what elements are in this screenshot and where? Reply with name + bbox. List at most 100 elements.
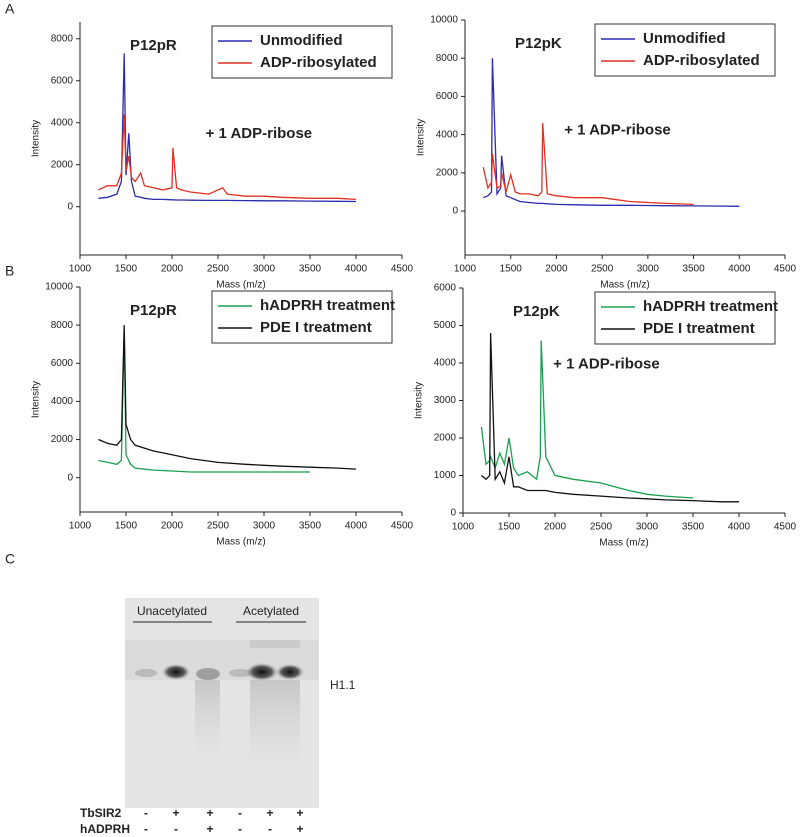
- chart-title: P12pR: [130, 302, 177, 319]
- legend-label: hADPRH treatment: [643, 298, 778, 315]
- panel-label: A: [5, 1, 15, 17]
- legend-label: ADP-ribosylated: [643, 52, 760, 69]
- y-tick-label: 2000: [436, 167, 459, 178]
- x-tick-label: 3500: [682, 522, 705, 533]
- x-axis-label: Mass (m/z): [216, 537, 265, 548]
- lane-sign: +: [172, 806, 179, 820]
- legend-box: [594, 23, 776, 77]
- y-tick-label: 6000: [51, 358, 74, 369]
- y-tick-label: 6000: [436, 91, 459, 102]
- x-tick-label: 4000: [345, 264, 368, 275]
- x-axis-label: Mass (m/z): [599, 538, 648, 549]
- x-tick-label: 4000: [728, 264, 751, 275]
- y-tick-label: 8000: [51, 320, 74, 331]
- series-line: [98, 53, 357, 203]
- x-axis-label: Mass (m/z): [600, 280, 649, 291]
- series-line: [480, 332, 739, 503]
- series-line: [482, 123, 694, 206]
- y-tick-label: 2000: [51, 434, 74, 445]
- chart-title: P12pK: [515, 35, 562, 52]
- y-tick-label: 4000: [51, 396, 74, 407]
- row-label: TbSIR2: [80, 806, 122, 820]
- x-tick-label: 3500: [299, 264, 322, 275]
- series-line: [98, 328, 310, 473]
- legend-label: ADP-ribosylated: [260, 54, 377, 71]
- y-axis-label: Intensity: [31, 120, 42, 157]
- panel-label: B: [5, 263, 14, 279]
- annotation: + 1 ADP-ribose: [553, 355, 660, 372]
- group-label: Unacetylated: [137, 604, 207, 618]
- x-tick-label: 2000: [544, 522, 567, 533]
- y-tick-label: 6000: [51, 75, 74, 86]
- y-tick-label: 0: [67, 201, 73, 212]
- x-tick-label: 1000: [454, 264, 477, 275]
- x-tick-label: 3000: [253, 264, 276, 275]
- x-tick-label: 4500: [391, 264, 414, 275]
- x-tick-label: 1000: [69, 521, 92, 532]
- series-line: [480, 340, 694, 499]
- x-tick-label: 2500: [591, 264, 614, 275]
- x-tick-label: 4500: [391, 521, 414, 532]
- series-line: [483, 58, 740, 207]
- y-tick-label: 0: [452, 206, 458, 217]
- y-tick-label: 4000: [434, 358, 457, 369]
- x-tick-label: 4500: [774, 264, 797, 275]
- x-tick-label: 2000: [161, 521, 184, 532]
- chart-title: P12pR: [130, 37, 177, 54]
- x-tick-label: 1500: [115, 264, 138, 275]
- legend-box: [211, 290, 393, 344]
- gel-image: [125, 598, 319, 808]
- x-tick-label: 3000: [253, 521, 276, 532]
- x-tick-label: 3000: [637, 264, 660, 275]
- y-tick-label: 0: [67, 472, 73, 483]
- x-tick-label: 2500: [207, 521, 230, 532]
- lane-sign: -: [144, 806, 148, 820]
- y-tick-label: 8000: [51, 33, 74, 44]
- legend-label: Unmodified: [260, 32, 343, 49]
- y-tick-label: 10000: [430, 15, 458, 26]
- lane-sign: +: [296, 806, 303, 820]
- lane-sign: +: [296, 822, 303, 836]
- lane-sign: +: [206, 806, 213, 820]
- y-axis-label: Intensity: [416, 119, 427, 156]
- y-axis-label: Intensity: [414, 382, 425, 419]
- x-tick-label: 4000: [345, 521, 368, 532]
- lane-sign: -: [238, 822, 242, 836]
- group-label: Acetylated: [243, 604, 299, 618]
- legend-label: Unmodified: [643, 30, 726, 47]
- annotation: + 1 ADP-ribose: [564, 121, 671, 138]
- series-line: [98, 114, 357, 201]
- lane-sign: -: [238, 806, 242, 820]
- x-tick-label: 3500: [299, 521, 322, 532]
- annotation: + 1 ADP-ribose: [206, 125, 313, 142]
- y-tick-label: 8000: [436, 53, 459, 64]
- legend-label: PDE I treatment: [260, 319, 372, 336]
- x-tick-label: 1500: [500, 264, 523, 275]
- legend-label: hADPRH treatment: [260, 297, 395, 314]
- x-tick-label: 3500: [682, 264, 705, 275]
- row-label: hADPRH: [80, 822, 130, 836]
- panel-label: C: [5, 551, 15, 567]
- y-tick-label: 4000: [51, 117, 74, 128]
- band-label: H1.1: [330, 678, 356, 692]
- lane-sign: -: [144, 822, 148, 836]
- x-tick-label: 1500: [115, 521, 138, 532]
- lane-sign: +: [266, 806, 273, 820]
- lane-sign: +: [206, 822, 213, 836]
- x-tick-label: 2500: [590, 522, 613, 533]
- y-tick-label: 0: [450, 508, 456, 519]
- y-tick-label: 10000: [45, 282, 73, 293]
- legend-label: PDE I treatment: [643, 320, 755, 337]
- x-tick-label: 2500: [207, 264, 230, 275]
- y-tick-label: 6000: [434, 283, 457, 294]
- x-tick-label: 4000: [728, 522, 751, 533]
- x-tick-label: 1500: [498, 522, 521, 533]
- y-tick-label: 2000: [51, 159, 74, 170]
- x-tick-label: 1000: [452, 522, 475, 533]
- y-tick-label: 1000: [434, 470, 457, 481]
- x-tick-label: 1000: [69, 264, 92, 275]
- x-axis-label: Mass (m/z): [216, 280, 265, 291]
- chart-title: P12pK: [513, 303, 560, 320]
